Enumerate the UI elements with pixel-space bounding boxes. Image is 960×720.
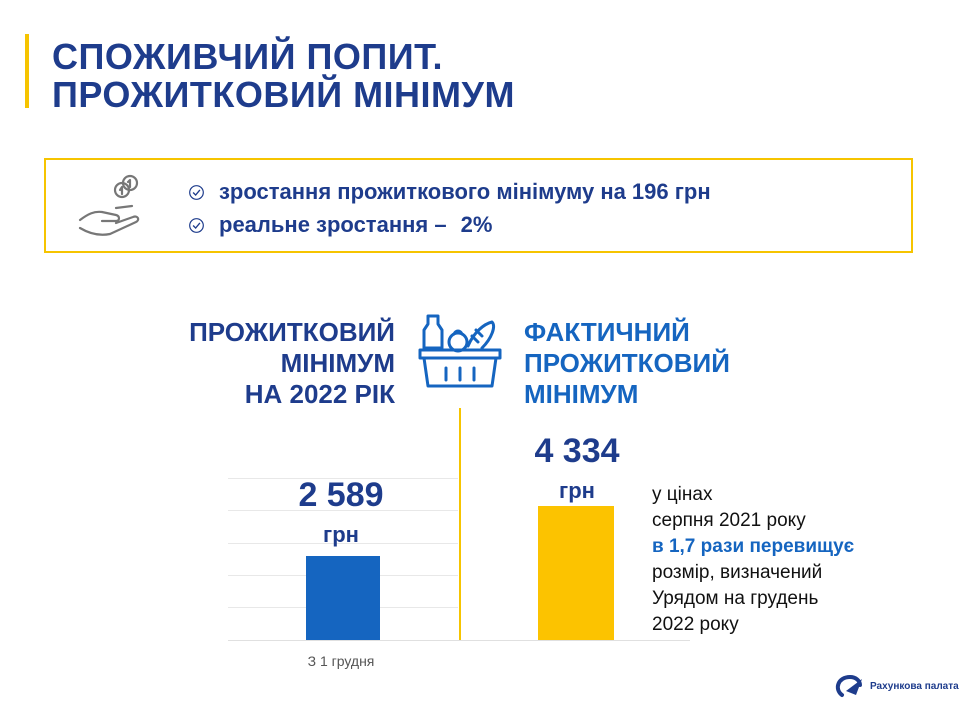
note-line-6: 2022 року	[652, 614, 739, 635]
left-value-label: 2 589	[298, 476, 384, 514]
title-line-1: СПОЖИВЧИЙ ПОПИТ.	[52, 36, 444, 77]
left-heading-line-1: ПРОЖИТКОВИЙ	[189, 317, 395, 347]
accounting-chamber-logo: Рахункова палата	[832, 671, 959, 701]
grocery-basket-icon	[418, 314, 502, 388]
left-heading: ПРОЖИТКОВИЙ МІНІМУМ НА 2022 РІК	[120, 317, 395, 410]
hand-coins-icon	[78, 174, 140, 236]
info-item-1-value: 196 грн	[631, 179, 711, 204]
note-highlight: в 1,7 рази перевищує	[652, 536, 855, 557]
check-circle-icon	[189, 184, 204, 200]
comparison-note: у цінах серпня 2021 року в 1,7 рази пере…	[652, 482, 854, 638]
left-heading-line-3: НА 2022 РІК	[244, 379, 395, 409]
page-title: СПОЖИВЧИЙ ПОПИТ. ПРОЖИТКОВИЙ МІНІМУМ	[52, 38, 515, 114]
title-line-2: ПРОЖИТКОВИЙ МІНІМУМ	[52, 74, 515, 115]
note-line-2: серпня 2021 року	[652, 510, 806, 531]
right-heading-line-1: ФАКТИЧНИЙ	[524, 317, 690, 347]
left-currency-label: грн	[323, 522, 359, 547]
info-item-1: зростання прожиткового мінімуму на 196 г…	[188, 179, 711, 205]
info-item-2-value: 2%	[460, 212, 493, 237]
right-currency-label: грн	[559, 478, 595, 503]
right-value-label: 4 334	[534, 432, 620, 470]
logo-mark-icon	[835, 674, 862, 697]
right-heading-line-2: ПРОЖИТКОВИЙ	[524, 348, 730, 378]
bar-actual-minimum	[538, 506, 614, 640]
gridline	[228, 510, 458, 511]
bar-subsistence-minimum	[306, 556, 380, 640]
gridline	[228, 478, 458, 479]
right-heading-line-3: МІНІМУМ	[524, 379, 639, 409]
info-item-1-text: зростання прожиткового мінімуму на	[219, 179, 626, 204]
x-axis-label: З 1 грудня	[307, 653, 375, 669]
vertical-divider	[459, 408, 461, 640]
chart-baseline	[228, 640, 690, 641]
check-circle-icon	[189, 217, 204, 233]
info-item-2-text: реальне зростання –	[219, 212, 447, 237]
gridline	[228, 543, 458, 544]
left-heading-line-2: МІНІМУМ	[280, 348, 395, 378]
title-accent-bar	[25, 34, 29, 108]
note-line-5: Урядом на грудень	[652, 588, 819, 609]
right-heading: ФАКТИЧНИЙ ПРОЖИТКОВИЙ МІНІМУМ	[524, 317, 730, 410]
logo-text: Рахункова палата	[870, 680, 959, 692]
info-box: зростання прожиткового мінімуму на 196 г…	[44, 158, 913, 253]
note-line-1: у цінах	[652, 484, 713, 505]
info-item-2: реальне зростання – 2%	[188, 212, 492, 238]
note-line-4: розмір, визначений	[652, 562, 823, 583]
